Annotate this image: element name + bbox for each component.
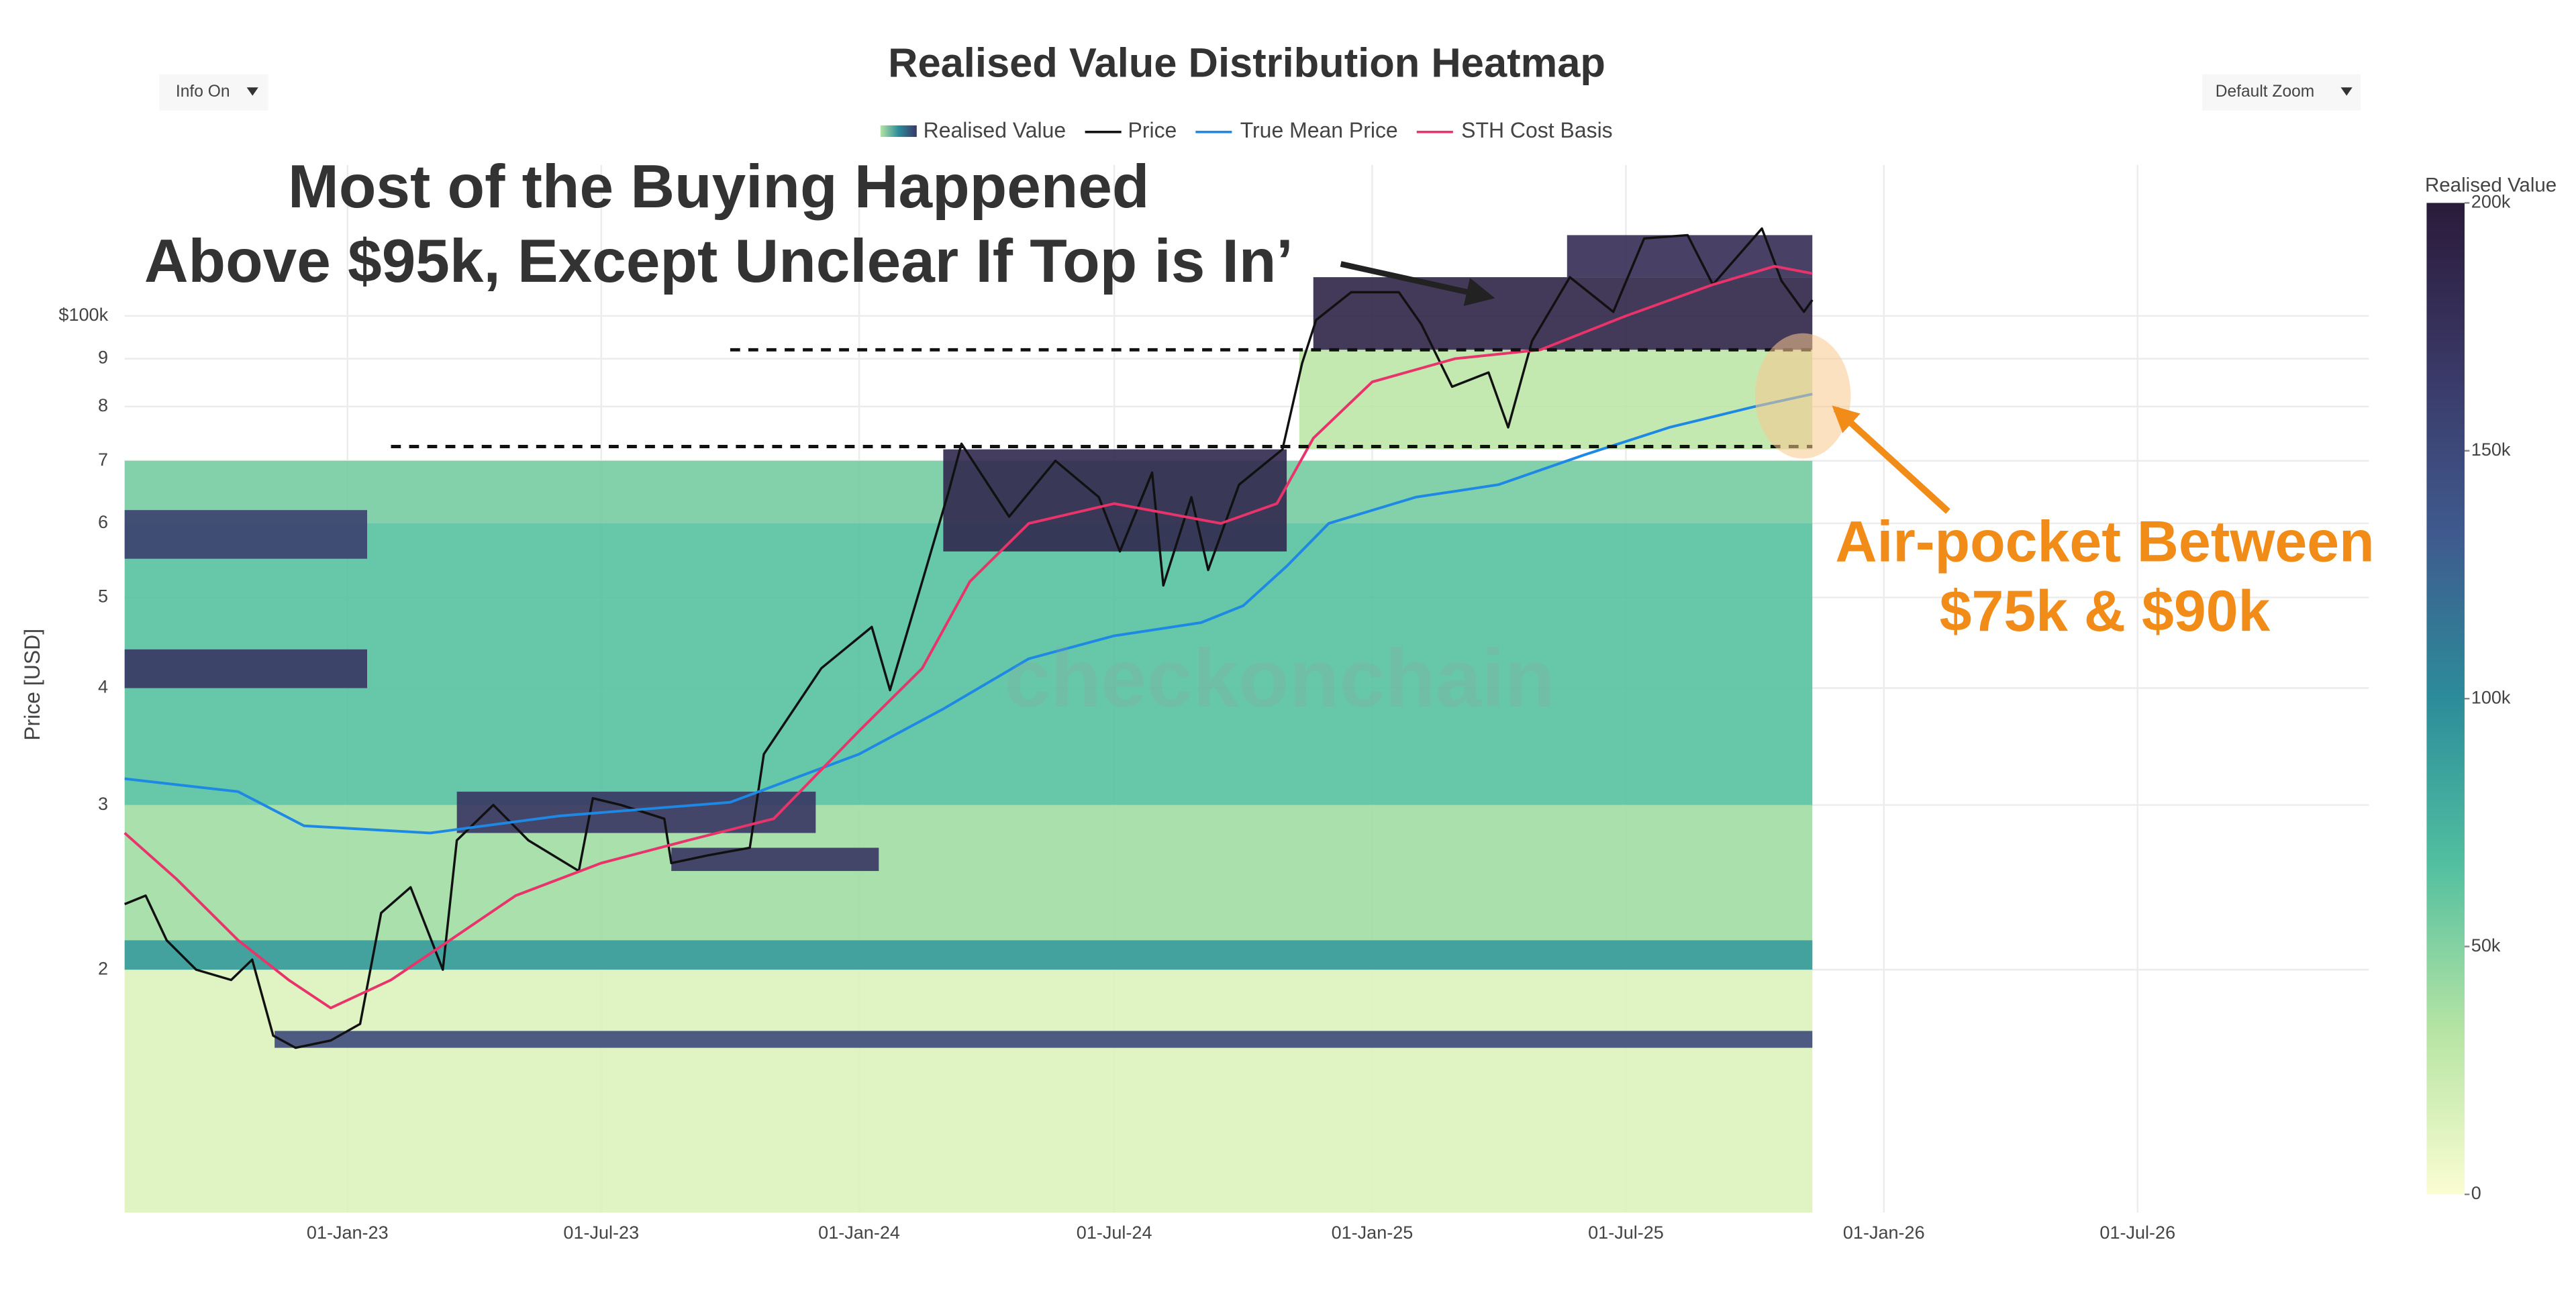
y-axis-label: Price [USD] — [20, 629, 44, 741]
legend-label: True Mean Price — [1240, 118, 1398, 142]
y-tick-label: 3 — [98, 794, 108, 814]
series-line — [123, 264, 1813, 1010]
lines — [123, 227, 1814, 1049]
y-tick-label: 9 — [98, 348, 108, 368]
colorbar-tick-label: 50k — [2471, 935, 2501, 955]
colorbar — [2426, 203, 2465, 1195]
colorbar-tick-label: 100k — [2471, 687, 2511, 707]
annotation: Most of the Buying Happened — [288, 153, 1149, 221]
watermark: checkonchain — [1005, 633, 1555, 725]
zoom-button[interactable] — [2202, 74, 2361, 111]
annotation: Above $95k, Except Unclear If Top is In’ — [144, 227, 1293, 295]
x-tick-label: 01-Jul-23 — [563, 1223, 639, 1243]
colorbar-tick-label: 0 — [2471, 1183, 2481, 1203]
heatmap-band — [1299, 350, 1813, 450]
x-tick-label: 01-Jul-24 — [1077, 1223, 1152, 1243]
colorbar-title: Realised Value — [2425, 174, 2557, 197]
y-tick-label: 6 — [98, 512, 108, 532]
y-tick-label: 7 — [98, 450, 108, 470]
legend-label: STH Cost Basis — [1461, 118, 1613, 142]
heatmap-band — [456, 791, 816, 833]
heatmap-band — [124, 523, 1813, 805]
legend-swatch — [880, 125, 917, 138]
series-line — [124, 393, 1813, 835]
x-tick-label: 01-Jan-26 — [1843, 1223, 1925, 1243]
heatmap — [124, 235, 1813, 1213]
x-tick-label: 01-Jan-25 — [1332, 1223, 1414, 1243]
colorbar-tick-label: 200k — [2471, 192, 2511, 212]
x-tick-label: 01-Jan-23 — [307, 1223, 389, 1243]
y-tick-label: $100k — [58, 305, 108, 325]
annotation: Air-pocket Between — [1835, 510, 2374, 574]
annotation-arrow — [1832, 405, 1950, 514]
series-line — [124, 227, 1814, 1049]
highlight — [1754, 333, 1851, 459]
heatmap-band — [124, 940, 1813, 970]
heatmap-band — [671, 847, 879, 872]
chart-title: Realised Value Distribution Heatmap — [888, 40, 1605, 87]
annotation: $75k & $90k — [1940, 579, 2271, 643]
info-button[interactable] — [159, 74, 268, 111]
dropdown-icon — [2340, 87, 2352, 96]
x-tick-label: 01-Jul-26 — [2099, 1223, 2175, 1243]
legend-label: Realised Value — [924, 118, 1067, 142]
info-label[interactable]: Info On — [176, 83, 230, 101]
dropdown-icon — [246, 87, 258, 96]
y-tick-label: 8 — [98, 395, 108, 415]
x-tick-label: 01-Jul-25 — [1588, 1223, 1664, 1243]
heatmap-band — [275, 1031, 1813, 1048]
y-tick-label: 2 — [98, 958, 108, 978]
zoom-label[interactable]: Default Zoom — [2216, 83, 2315, 101]
heatmap-band — [124, 510, 367, 559]
heatmap-band — [943, 449, 1287, 552]
legend-label: Price — [1128, 118, 1177, 142]
annotation-arrow — [1340, 261, 1495, 307]
heatmap-band — [124, 649, 367, 688]
x-tick-label: 01-Jan-24 — [818, 1223, 900, 1243]
heatmap-band — [124, 970, 1813, 1213]
colorbar-tick-label: 150k — [2471, 439, 2511, 460]
y-tick-label: 4 — [98, 677, 108, 697]
y-tick-label: 5 — [98, 586, 108, 607]
